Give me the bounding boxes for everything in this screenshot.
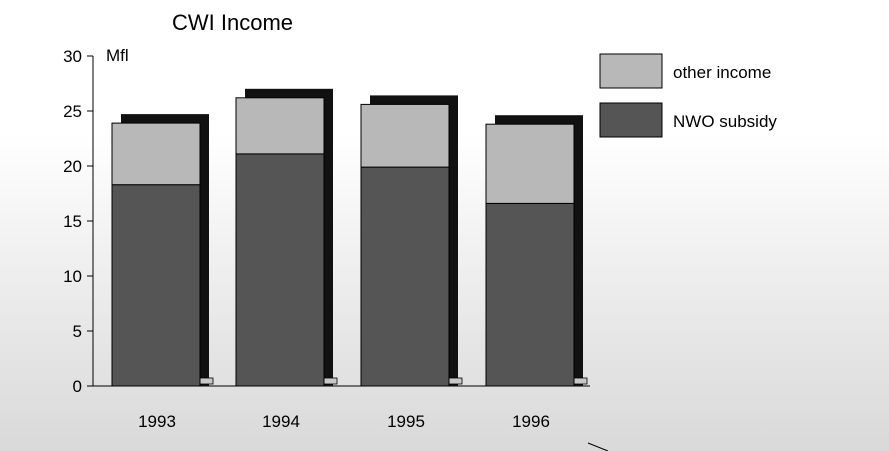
x-category-label: 1993 — [138, 412, 176, 431]
y-tick-label: 0 — [73, 377, 82, 396]
bar-segment-other-income — [360, 103, 450, 168]
y-tick-label: 15 — [63, 212, 82, 231]
legend-item-other-income-label: other income — [673, 63, 771, 82]
chart-title: CWI Income — [172, 10, 293, 35]
y-tick-label: 25 — [63, 102, 82, 121]
bar-base-tab — [573, 377, 588, 385]
x-category-label: 1994 — [262, 412, 300, 431]
legend-item-nwo-subsidy-swatch — [599, 102, 663, 138]
bar-base-tab — [323, 377, 338, 385]
y-axis-unit-label: Mfl — [106, 46, 129, 65]
y-tick-label: 5 — [73, 322, 82, 341]
y-tick-label: 20 — [63, 157, 82, 176]
bar-base-tab — [448, 377, 463, 385]
bar-segment-nwo-subsidy — [235, 153, 325, 387]
legend-item-other-income-swatch — [599, 53, 663, 89]
bar-segment-other-income — [111, 122, 201, 186]
x-category-label: 1996 — [512, 412, 550, 431]
chart-legend: other income NWO subsidy — [599, 53, 777, 138]
stray-mark-line — [587, 442, 609, 451]
legend-item-nwo-subsidy-label: NWO subsidy — [673, 112, 777, 131]
y-tick-label: 30 — [63, 47, 82, 66]
bar-segment-nwo-subsidy — [360, 166, 450, 387]
x-category-label: 1995 — [387, 412, 425, 431]
bar-segment-other-income — [485, 123, 575, 204]
bar-segment-nwo-subsidy — [111, 184, 201, 387]
bar-segment-other-income — [235, 97, 325, 155]
bar-segment-nwo-subsidy — [485, 202, 575, 387]
chart-bars: 1993 1994 1995 1996 — [111, 88, 588, 431]
y-tick-label: 10 — [63, 267, 82, 286]
bar-base-tab — [199, 377, 214, 385]
